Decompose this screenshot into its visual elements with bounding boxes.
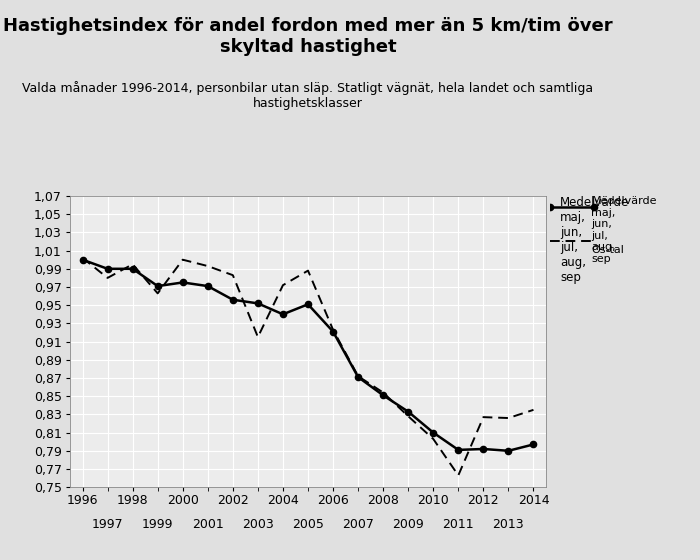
Text: 2005: 2005 <box>292 518 324 531</box>
Medelvärde
maj,
jun,
jul,
aug,
sep <box>354 374 363 380</box>
Os-tal <box>104 274 112 281</box>
Medelvärde
maj,
jun,
jul,
aug,
sep <box>454 446 463 453</box>
Os-tal <box>480 414 488 421</box>
Text: Medelvärde
maj,
jun,
jul,
aug,
sep: Medelvärde maj, jun, jul, aug, sep <box>592 196 657 264</box>
Medelvärde
maj,
jun,
jul,
aug,
sep <box>78 256 87 263</box>
Text: 2003: 2003 <box>242 518 274 531</box>
Medelvärde
maj,
jun,
jul,
aug,
sep <box>279 311 287 318</box>
Medelvärde
maj,
jun,
jul,
aug,
sep <box>104 265 112 272</box>
Medelvärde
maj,
jun,
jul,
aug,
sep <box>504 447 512 454</box>
Text: Valda månader 1996-2014, personbilar utan släp. Statligt vägnät, hela landet och: Valda månader 1996-2014, personbilar uta… <box>22 81 594 110</box>
Medelvärde
maj,
jun,
jul,
aug,
sep <box>379 392 387 399</box>
Os-tal <box>153 290 162 297</box>
Medelvärde
maj,
jun,
jul,
aug,
sep <box>429 430 438 436</box>
Medelvärde
maj,
jun,
jul,
aug,
sep <box>153 283 162 290</box>
Os-tal <box>404 413 412 419</box>
Line: Medelvärde
maj,
jun,
jul,
aug,
sep: Medelvärde maj, jun, jul, aug, sep <box>79 256 537 454</box>
Medelvärde
maj,
jun,
jul,
aug,
sep <box>480 446 488 452</box>
Os-tal <box>304 267 312 274</box>
Os-tal <box>379 389 387 396</box>
Os-tal <box>204 263 212 269</box>
Text: 2011: 2011 <box>442 518 474 531</box>
Text: 1999: 1999 <box>142 518 174 531</box>
Medelvärde
maj,
jun,
jul,
aug,
sep <box>329 328 337 335</box>
Medelvärde
maj,
jun,
jul,
aug,
sep <box>178 279 187 286</box>
Os-tal <box>354 373 363 380</box>
Os-tal <box>78 254 87 261</box>
Os-tal <box>504 415 512 422</box>
Medelvärde
maj,
jun,
jul,
aug,
sep <box>229 296 237 303</box>
Os-tal <box>229 272 237 278</box>
Medelvärde
maj,
jun,
jul,
aug,
sep <box>204 283 212 290</box>
Text: Os-tal: Os-tal <box>592 245 624 255</box>
Line: Os-tal: Os-tal <box>83 258 533 475</box>
Medelvärde
maj,
jun,
jul,
aug,
sep <box>253 300 262 307</box>
Os-tal <box>429 436 438 442</box>
Os-tal <box>279 282 287 288</box>
Text: 2007: 2007 <box>342 518 374 531</box>
Os-tal <box>529 407 538 413</box>
Os-tal <box>178 256 187 263</box>
Medelvärde
maj,
jun,
jul,
aug,
sep <box>304 301 312 307</box>
Text: 2013: 2013 <box>493 518 524 531</box>
Os-tal <box>454 472 463 479</box>
Text: 2009: 2009 <box>392 518 424 531</box>
Text: 1997: 1997 <box>92 518 123 531</box>
Text: Medelvärde
maj,
jun,
jul,
aug,
sep: Medelvärde maj, jun, jul, aug, sep <box>560 196 629 284</box>
Text: 2001: 2001 <box>192 518 224 531</box>
Os-tal <box>329 326 337 333</box>
Medelvärde
maj,
jun,
jul,
aug,
sep <box>128 265 136 272</box>
Os-tal <box>128 261 136 268</box>
Medelvärde
maj,
jun,
jul,
aug,
sep <box>529 441 538 448</box>
Os-tal <box>253 334 262 340</box>
Medelvärde
maj,
jun,
jul,
aug,
sep <box>404 408 412 415</box>
Text: Hastighetsindex för andel fordon med mer än 5 km/tim över
skyltad hastighet: Hastighetsindex för andel fordon med mer… <box>4 17 612 55</box>
